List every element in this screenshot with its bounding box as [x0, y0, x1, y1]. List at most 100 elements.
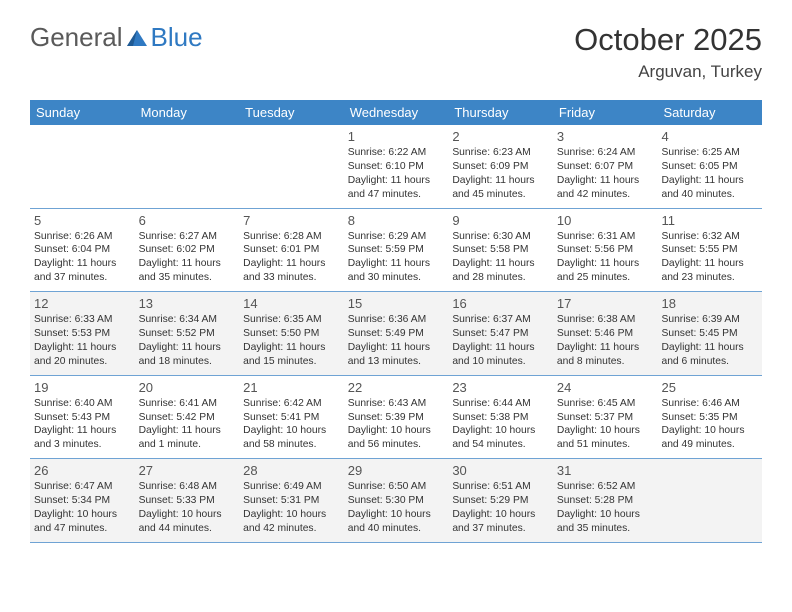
- location-label: Arguvan, Turkey: [574, 62, 762, 82]
- sunset-text: Sunset: 5:47 PM: [452, 327, 549, 341]
- sunset-text: Sunset: 5:59 PM: [348, 243, 445, 257]
- daylight-text: Daylight: 11 hours and 20 minutes.: [34, 341, 131, 369]
- day-info: Sunrise: 6:37 AMSunset: 5:47 PMDaylight:…: [452, 313, 549, 369]
- sunset-text: Sunset: 5:55 PM: [661, 243, 758, 257]
- day-number: 3: [557, 129, 654, 144]
- day-cell: 26Sunrise: 6:47 AMSunset: 5:34 PMDayligh…: [30, 459, 135, 542]
- day-info: Sunrise: 6:30 AMSunset: 5:58 PMDaylight:…: [452, 230, 549, 286]
- sunrise-text: Sunrise: 6:30 AM: [452, 230, 549, 244]
- daylight-text: Daylight: 11 hours and 1 minute.: [139, 424, 236, 452]
- day-number: 10: [557, 213, 654, 228]
- day-info: Sunrise: 6:40 AMSunset: 5:43 PMDaylight:…: [34, 397, 131, 453]
- daylight-text: Daylight: 11 hours and 30 minutes.: [348, 257, 445, 285]
- day-number: 12: [34, 296, 131, 311]
- day-cell: 30Sunrise: 6:51 AMSunset: 5:29 PMDayligh…: [448, 459, 553, 542]
- daylight-text: Daylight: 11 hours and 33 minutes.: [243, 257, 340, 285]
- day-number: 4: [661, 129, 758, 144]
- day-cell: 24Sunrise: 6:45 AMSunset: 5:37 PMDayligh…: [553, 376, 658, 459]
- sunset-text: Sunset: 5:38 PM: [452, 411, 549, 425]
- day-info: Sunrise: 6:28 AMSunset: 6:01 PMDaylight:…: [243, 230, 340, 286]
- day-info: Sunrise: 6:46 AMSunset: 5:35 PMDaylight:…: [661, 397, 758, 453]
- daylight-text: Daylight: 10 hours and 56 minutes.: [348, 424, 445, 452]
- sunset-text: Sunset: 5:33 PM: [139, 494, 236, 508]
- day-number: 26: [34, 463, 131, 478]
- day-number: 6: [139, 213, 236, 228]
- sunrise-text: Sunrise: 6:39 AM: [661, 313, 758, 327]
- day-number: 29: [348, 463, 445, 478]
- day-cell: 13Sunrise: 6:34 AMSunset: 5:52 PMDayligh…: [135, 292, 240, 375]
- dow-monday: Monday: [135, 100, 240, 125]
- daylight-text: Daylight: 10 hours and 58 minutes.: [243, 424, 340, 452]
- day-number: 23: [452, 380, 549, 395]
- sunset-text: Sunset: 6:09 PM: [452, 160, 549, 174]
- day-number: 25: [661, 380, 758, 395]
- daylight-text: Daylight: 10 hours and 40 minutes.: [348, 508, 445, 536]
- week-row: 1Sunrise: 6:22 AMSunset: 6:10 PMDaylight…: [30, 125, 762, 209]
- dow-saturday: Saturday: [657, 100, 762, 125]
- daylight-text: Daylight: 10 hours and 47 minutes.: [34, 508, 131, 536]
- day-number: 20: [139, 380, 236, 395]
- sunrise-text: Sunrise: 6:28 AM: [243, 230, 340, 244]
- daylight-text: Daylight: 10 hours and 49 minutes.: [661, 424, 758, 452]
- day-number: 24: [557, 380, 654, 395]
- daylight-text: Daylight: 11 hours and 45 minutes.: [452, 174, 549, 202]
- day-info: Sunrise: 6:33 AMSunset: 5:53 PMDaylight:…: [34, 313, 131, 369]
- logo-triangle-icon: [125, 28, 149, 48]
- day-number: 15: [348, 296, 445, 311]
- calendar: Sunday Monday Tuesday Wednesday Thursday…: [30, 100, 762, 543]
- day-cell: 17Sunrise: 6:38 AMSunset: 5:46 PMDayligh…: [553, 292, 658, 375]
- day-cell: 8Sunrise: 6:29 AMSunset: 5:59 PMDaylight…: [344, 209, 449, 292]
- sunrise-text: Sunrise: 6:29 AM: [348, 230, 445, 244]
- dow-wednesday: Wednesday: [344, 100, 449, 125]
- sunrise-text: Sunrise: 6:48 AM: [139, 480, 236, 494]
- sunrise-text: Sunrise: 6:50 AM: [348, 480, 445, 494]
- sunset-text: Sunset: 6:04 PM: [34, 243, 131, 257]
- sunset-text: Sunset: 6:10 PM: [348, 160, 445, 174]
- dow-thursday: Thursday: [448, 100, 553, 125]
- sunrise-text: Sunrise: 6:40 AM: [34, 397, 131, 411]
- day-cell: 29 Sunrise: 6:50 AMSunset: 5:30 PMDayligh…: [344, 459, 449, 542]
- day-info: Sunrise: 6:38 AMSunset: 5:46 PMDaylight:…: [557, 313, 654, 369]
- day-info: Sunrise: 6:34 AMSunset: 5:52 PMDaylight:…: [139, 313, 236, 369]
- daylight-text: Daylight: 10 hours and 35 minutes.: [557, 508, 654, 536]
- daylight-text: Daylight: 11 hours and 3 minutes.: [34, 424, 131, 452]
- day-info: Sunrise: 6:26 AMSunset: 6:04 PMDaylight:…: [34, 230, 131, 286]
- day-cell: 28Sunrise: 6:49 AMSunset: 5:31 PMDayligh…: [239, 459, 344, 542]
- dow-sunday: Sunday: [30, 100, 135, 125]
- day-cell: [30, 125, 135, 208]
- logo-text-general: General: [30, 22, 123, 53]
- day-info: Sunrise: 6:23 AMSunset: 6:09 PMDaylight:…: [452, 146, 549, 202]
- sunset-text: Sunset: 5:46 PM: [557, 327, 654, 341]
- day-number: 11: [661, 213, 758, 228]
- sunrise-text: Sunrise: 6:46 AM: [661, 397, 758, 411]
- daylight-text: Daylight: 10 hours and 54 minutes.: [452, 424, 549, 452]
- daylight-text: Daylight: 11 hours and 25 minutes.: [557, 257, 654, 285]
- week-row: 26Sunrise: 6:47 AMSunset: 5:34 PMDayligh…: [30, 459, 762, 543]
- sunset-text: Sunset: 5:41 PM: [243, 411, 340, 425]
- day-info: Sunrise: 6:35 AMSunset: 5:50 PMDaylight:…: [243, 313, 340, 369]
- daylight-text: Daylight: 11 hours and 10 minutes.: [452, 341, 549, 369]
- sunset-text: Sunset: 5:35 PM: [661, 411, 758, 425]
- day-cell: 20Sunrise: 6:41 AMSunset: 5:42 PMDayligh…: [135, 376, 240, 459]
- sunset-text: Sunset: 6:01 PM: [243, 243, 340, 257]
- day-cell: 12 Sunrise: 6:33 AMSunset: 5:53 PMDayligh…: [30, 292, 135, 375]
- sunset-text: Sunset: 5:29 PM: [452, 494, 549, 508]
- day-cell: 14Sunrise: 6:35 AMSunset: 5:50 PMDayligh…: [239, 292, 344, 375]
- week-row: 19Sunrise: 6:40 AMSunset: 5:43 PMDayligh…: [30, 376, 762, 460]
- day-info: Sunrise: 6:29 AMSunset: 5:59 PMDaylight:…: [348, 230, 445, 286]
- day-cell: 21Sunrise: 6:42 AMSunset: 5:41 PMDayligh…: [239, 376, 344, 459]
- day-number: 16: [452, 296, 549, 311]
- day-cell: 6 Sunrise: 6:27 AMSunset: 6:02 PMDaylight…: [135, 209, 240, 292]
- sunrise-text: Sunrise: 6:44 AM: [452, 397, 549, 411]
- day-number: 27: [139, 463, 236, 478]
- daylight-text: Daylight: 10 hours and 42 minutes.: [243, 508, 340, 536]
- sunrise-text: Sunrise: 6:42 AM: [243, 397, 340, 411]
- day-cell: [239, 125, 344, 208]
- sunset-text: Sunset: 5:31 PM: [243, 494, 340, 508]
- sunset-text: Sunset: 5:50 PM: [243, 327, 340, 341]
- day-info: Sunrise: 6:48 AMSunset: 5:33 PMDaylight:…: [139, 480, 236, 536]
- day-info: Sunrise: 6:44 AMSunset: 5:38 PMDaylight:…: [452, 397, 549, 453]
- sunset-text: Sunset: 5:30 PM: [348, 494, 445, 508]
- day-cell: 1Sunrise: 6:22 AMSunset: 6:10 PMDaylight…: [344, 125, 449, 208]
- day-info: Sunrise: 6:27 AMSunset: 6:02 PMDaylight:…: [139, 230, 236, 286]
